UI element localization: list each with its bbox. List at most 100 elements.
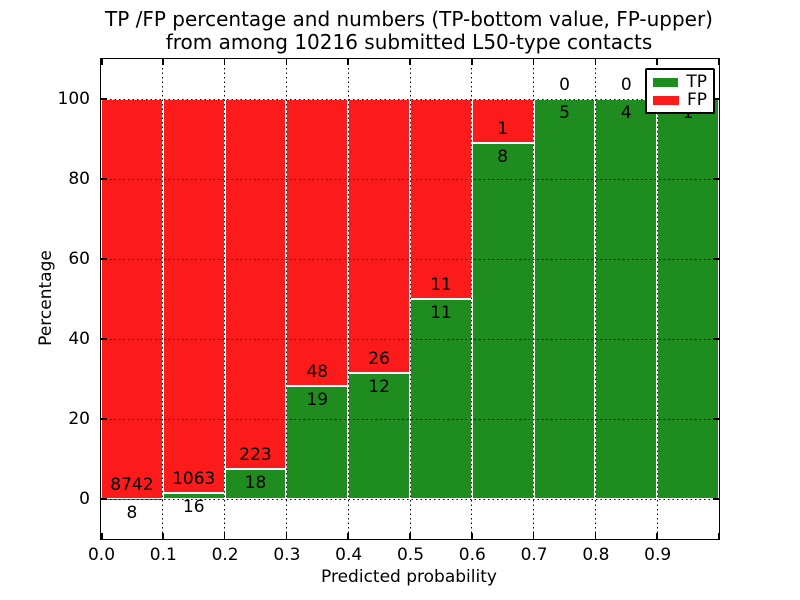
fp-count-label: 8742 — [110, 474, 154, 495]
bar-segment-tp — [657, 99, 719, 499]
x-tick-mark — [532, 533, 535, 539]
tp-count-label: 4 — [620, 103, 632, 123]
x-tick-label: 0.7 — [520, 545, 548, 565]
fp-count-label: 0 — [559, 75, 570, 95]
x-tick-label: 0.3 — [273, 545, 301, 565]
x-tick-mark — [409, 533, 411, 539]
x-tick-mark — [717, 533, 719, 539]
x-tick-label: 0.5 — [396, 545, 425, 565]
gridline-horizontal — [101, 418, 719, 420]
x-tick-mark — [285, 59, 288, 65]
tp-count-label: 12 — [368, 376, 390, 397]
legend-item-tp: TP — [653, 71, 707, 92]
x-tick-mark — [162, 59, 164, 65]
chart-title-line2: from among 10216 submitted L50-type cont… — [165, 30, 653, 54]
x-tick-label: 0.2 — [211, 545, 239, 565]
bar-segment-tp — [533, 99, 596, 499]
tp-legend-swatch — [653, 77, 679, 87]
x-tick-mark — [347, 59, 349, 65]
fp-count-label: 48 — [306, 361, 329, 382]
y-tick-label: 0 — [79, 489, 90, 509]
bar-segment-fp — [410, 99, 472, 299]
tp-legend-label: TP — [686, 71, 707, 92]
x-tick-mark — [471, 59, 473, 65]
y-tick-mark — [713, 178, 719, 180]
gridline-vertical — [533, 59, 535, 539]
y-tick-label: 80 — [68, 169, 90, 189]
bar-segment-fp — [286, 99, 349, 386]
fp-count-label: 1 — [497, 119, 509, 140]
gridline-vertical — [471, 59, 473, 539]
y-tick-mark — [713, 418, 719, 420]
gridline-vertical — [224, 59, 226, 539]
legend: TP FP — [645, 68, 715, 114]
x-tick-mark — [101, 59, 103, 65]
x-tick-mark — [594, 533, 597, 539]
x-tick-mark — [223, 59, 226, 65]
x-tick-mark — [594, 59, 597, 65]
gridline-horizontal — [101, 98, 719, 100]
chart-title-line1: TP /FP percentage and numbers (TP-bottom… — [105, 7, 713, 31]
tp-count-label: 16 — [182, 497, 205, 518]
y-tick-mark — [713, 498, 719, 500]
x-tick-label: 0.8 — [582, 545, 610, 565]
fp-count-label: 11 — [430, 275, 452, 295]
x-tick-mark — [471, 533, 473, 539]
y-tick-mark — [713, 338, 719, 340]
tp-count-label: 8 — [497, 147, 509, 168]
x-tick-mark — [656, 59, 658, 65]
x-tick-mark — [101, 533, 103, 539]
y-tick-mark — [713, 258, 719, 260]
gridline-horizontal — [101, 498, 719, 500]
bar-segment-fp — [471, 99, 534, 144]
fp-count-label: 0 — [620, 75, 632, 95]
y-tick-label: 100 — [57, 89, 90, 109]
fp-legend-swatch — [653, 95, 679, 105]
bar-segment-tp — [410, 299, 472, 499]
bar-segment-fp — [101, 99, 163, 499]
gridline-vertical — [347, 59, 349, 539]
y-tick-mark — [101, 178, 107, 180]
x-tick-label: 0.9 — [644, 545, 672, 565]
y-tick-label: 40 — [68, 329, 90, 349]
bar-segment-fp — [224, 99, 287, 470]
tp-count-label: 19 — [306, 389, 329, 410]
gridline-vertical — [162, 59, 164, 539]
x-tick-label: 0.4 — [335, 545, 363, 565]
bar-segment-fp — [348, 99, 410, 373]
x-tick-mark — [162, 533, 164, 539]
x-tick-mark — [409, 59, 411, 65]
gridline-vertical — [409, 59, 411, 539]
gridline-vertical — [656, 59, 658, 539]
tp-count-label: 11 — [430, 303, 452, 323]
y-tick-mark — [101, 98, 107, 100]
x-tick-mark — [285, 533, 288, 539]
x-tick-mark — [532, 59, 535, 65]
y-tick-mark — [101, 418, 107, 420]
gridline-horizontal — [101, 258, 719, 260]
gridline-vertical — [594, 59, 596, 539]
bar-segment-tp — [348, 372, 410, 499]
tp-count-label: 5 — [559, 103, 570, 123]
x-tick-mark — [347, 533, 349, 539]
y-tick-label: 60 — [68, 249, 90, 269]
x-axis-label: Predicted probability — [321, 567, 497, 587]
y-tick-mark — [101, 498, 107, 500]
x-tick-label: 0.0 — [87, 545, 116, 565]
gridline-vertical — [285, 59, 287, 539]
x-tick-label: 0.6 — [458, 545, 486, 565]
y-tick-mark — [101, 338, 107, 340]
fp-count-label: 1063 — [172, 469, 216, 490]
x-tick-label: 0.1 — [149, 545, 177, 565]
x-tick-mark — [717, 59, 719, 65]
gridline-horizontal — [101, 178, 719, 180]
tp-count-label: 8 — [126, 502, 138, 523]
fp-legend-label: FP — [686, 89, 707, 110]
bar-segment-tp — [471, 143, 534, 499]
plot-area: 874281063162231848192612111118050401 — [100, 58, 720, 540]
x-tick-mark — [223, 533, 226, 539]
bar-segment-fp — [162, 99, 225, 494]
fp-count-label: 26 — [368, 348, 390, 369]
fp-count-label: 223 — [239, 445, 272, 466]
y-tick-label: 20 — [68, 409, 90, 429]
